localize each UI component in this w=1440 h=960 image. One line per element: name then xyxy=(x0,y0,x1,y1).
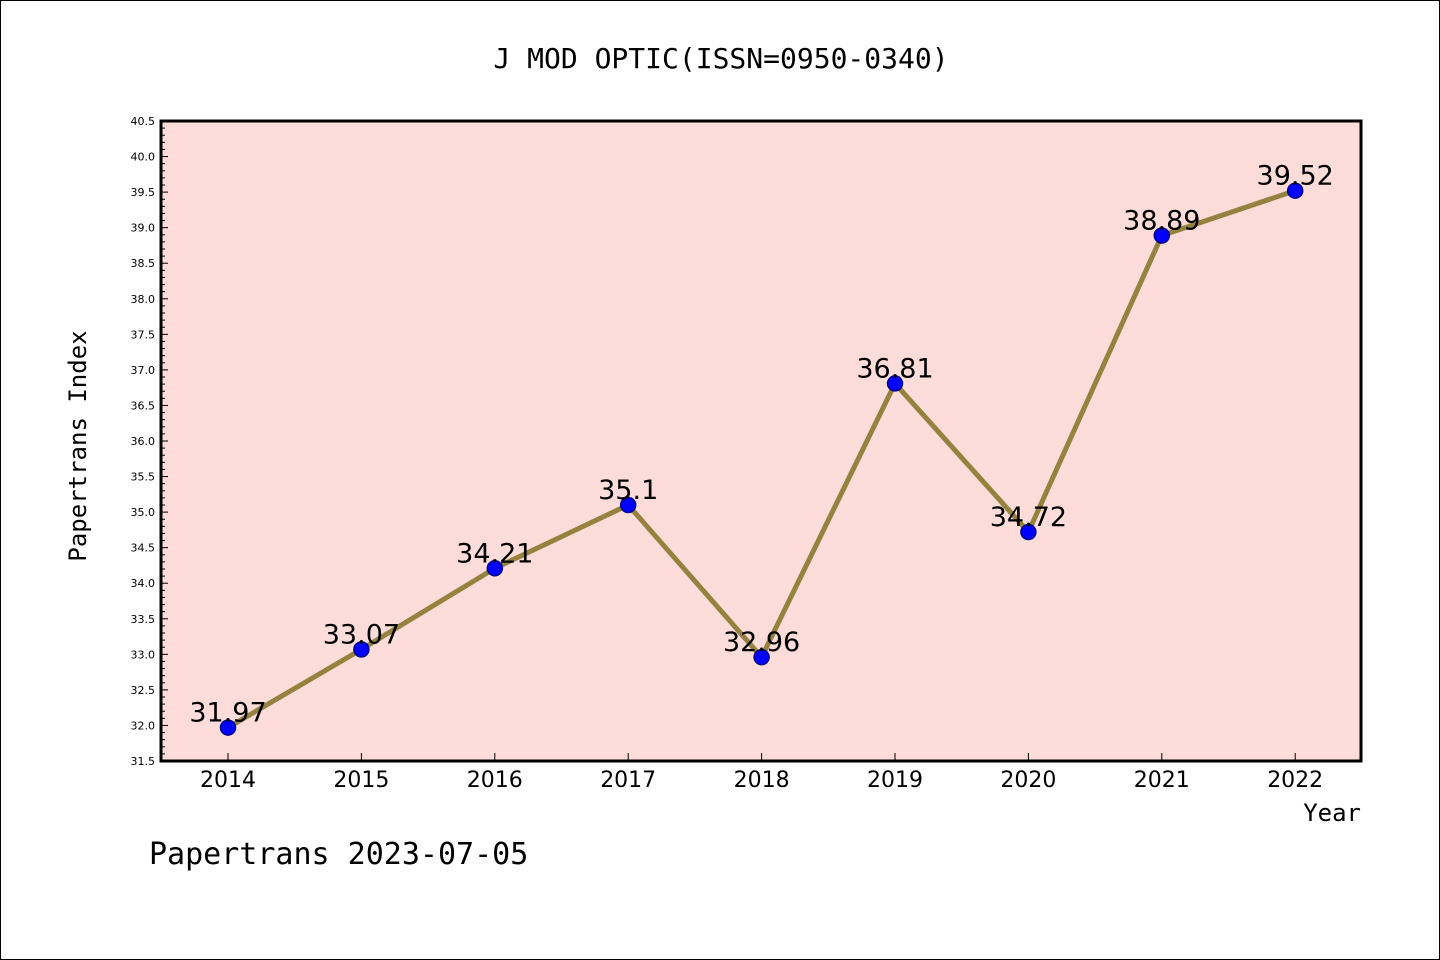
x-tick-label: 2018 xyxy=(734,768,790,793)
series-line-segment xyxy=(1159,188,1298,238)
series-line-segment xyxy=(492,502,631,571)
y-axis-label: Papertrans Index xyxy=(64,330,92,561)
x-tick-label: 2020 xyxy=(1000,768,1056,793)
series-line-segment xyxy=(625,502,765,660)
x-tick-label: 2016 xyxy=(467,768,523,793)
data-point-marker xyxy=(1153,227,1171,244)
plot-border xyxy=(159,119,1363,763)
data-point-marker xyxy=(486,560,504,577)
data-label: 34.72 xyxy=(990,502,1067,533)
y-tick-label: 33.5 xyxy=(131,613,156,626)
data-label: 36.81 xyxy=(856,353,933,384)
y-tick-label: 32.5 xyxy=(131,684,156,697)
y-tick-label: 38.5 xyxy=(131,257,156,270)
data-label: 39.52 xyxy=(1257,161,1334,192)
data-label: 31.97 xyxy=(189,698,266,729)
series-line-segment xyxy=(225,646,364,731)
data-point-marker xyxy=(353,641,370,658)
y-tick-label: 37.5 xyxy=(131,328,156,341)
data-point-marker xyxy=(619,496,637,514)
series-line-segment xyxy=(892,380,1031,535)
y-tick-label: 35.0 xyxy=(131,506,156,519)
x-tick-label: 2014 xyxy=(200,768,256,793)
y-tick-label: 31.5 xyxy=(131,755,156,768)
series-line-segment xyxy=(1025,232,1165,535)
data-label: 33.07 xyxy=(323,619,400,650)
x-axis-label: Year xyxy=(1303,799,1361,827)
data-point-marker xyxy=(886,375,904,392)
data-point-marker xyxy=(1020,523,1037,541)
y-tick-label: 36.5 xyxy=(131,399,156,412)
y-tick-label: 36.0 xyxy=(131,435,156,448)
data-point-marker xyxy=(219,719,237,736)
series-line-segment xyxy=(759,380,898,660)
data-label: 35.1 xyxy=(598,475,658,506)
y-tick-label: 39.5 xyxy=(131,186,156,199)
y-tick-label: 37.0 xyxy=(131,364,156,377)
series-line-segment xyxy=(358,565,498,652)
x-tick-label: 2019 xyxy=(867,768,923,793)
y-tick-label: 34.5 xyxy=(131,542,156,555)
x-tick-label: 2017 xyxy=(600,768,656,793)
x-tick-label: 2021 xyxy=(1134,768,1190,793)
data-point-marker xyxy=(1286,182,1304,199)
y-tick-label: 40.0 xyxy=(131,151,156,164)
y-tick-label: 34.0 xyxy=(131,577,156,590)
y-tick-label: 38.0 xyxy=(131,293,156,306)
y-tick-label: 40.5 xyxy=(131,115,156,128)
x-tick-label: 2022 xyxy=(1267,768,1323,793)
data-label: 38.89 xyxy=(1123,205,1200,236)
data-point-marker xyxy=(753,648,770,666)
data-label: 32.96 xyxy=(723,627,800,658)
y-tick-label: 39.0 xyxy=(131,222,156,235)
series-line-group xyxy=(225,188,1298,731)
y-tick-label: 33.0 xyxy=(131,648,156,661)
y-tick-label: 32.0 xyxy=(131,719,156,732)
series-markers xyxy=(219,182,1304,736)
y-tick-label: 35.5 xyxy=(131,471,156,484)
data-labels: 31.97 33.07 34.21 35.1 32.96 36.81 34.72 38.89 3… xyxy=(189,161,1333,729)
footer-credit: Papertrans 2023-07-05 xyxy=(149,837,528,872)
x-tick-label: 2015 xyxy=(333,768,389,793)
data-label: 34.21 xyxy=(456,538,533,569)
chart-title: J MOD OPTIC(ISSN=0950-0340) xyxy=(493,42,948,75)
